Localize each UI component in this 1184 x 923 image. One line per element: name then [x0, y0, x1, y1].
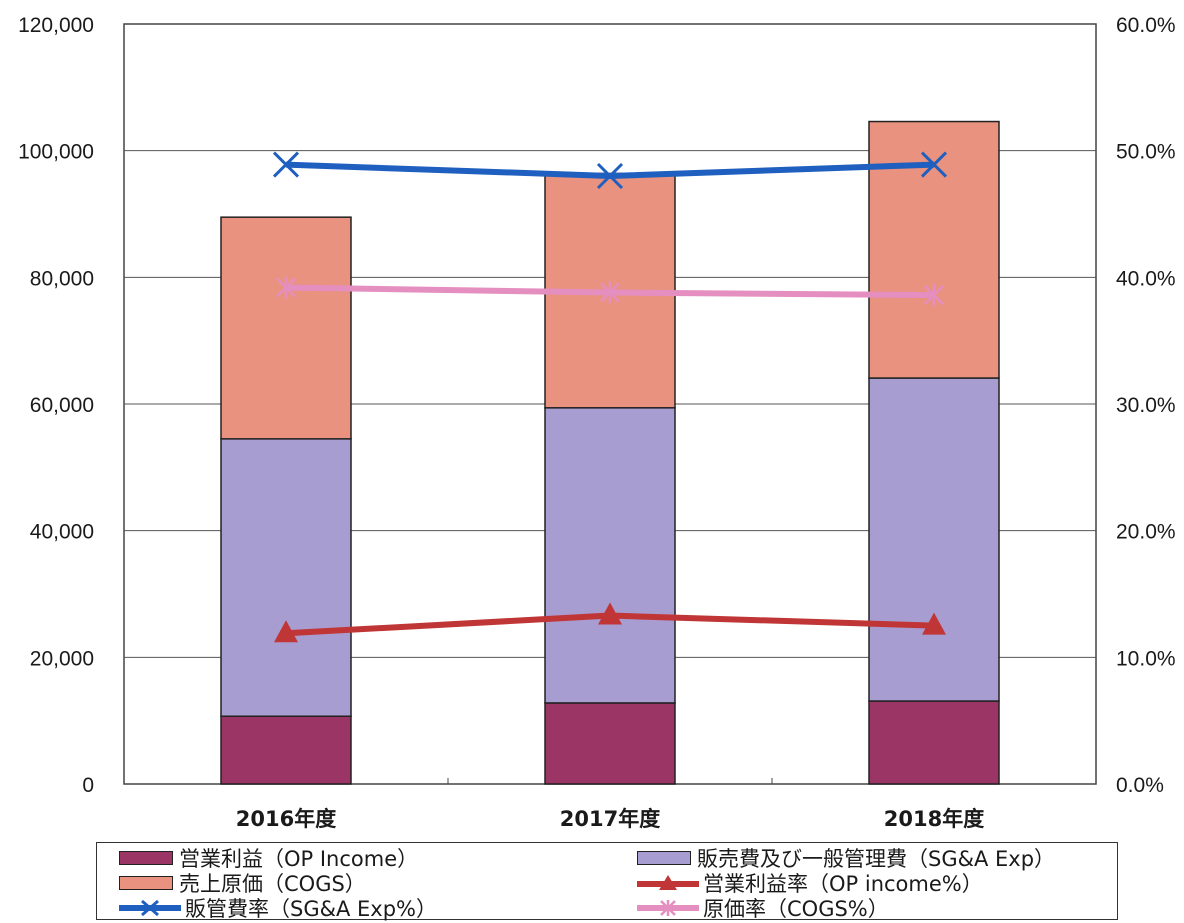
legend-label-sga: 販売費及び一般管理費（SG&A Exp）	[697, 847, 1056, 871]
legend: 営業利益（OP Income） 売上原価（COGS） 販管費率（SG&A Exp…	[96, 842, 1118, 921]
line-marker-0-0	[274, 620, 298, 643]
line-marker-1-1	[596, 162, 624, 190]
bar-segment-0-2	[868, 700, 1000, 785]
left-tick-label: 40,000	[30, 521, 94, 544]
line-marker-1-2	[920, 151, 948, 178]
bar-segment-1-0	[220, 438, 352, 717]
left-tick-label: 0	[82, 774, 94, 797]
left-tick-label: 60,000	[30, 394, 94, 417]
line-series-group	[272, 151, 948, 643]
left-tick-label: 80,000	[30, 267, 94, 290]
right-tick-label: 0.0%	[1116, 774, 1164, 797]
bar-segment-2-0	[220, 216, 352, 440]
bar-segment-0-1	[544, 702, 676, 785]
line-marker-2-0	[276, 276, 296, 299]
legend-item-cogs-rate: 原価率（COGS%）	[637, 895, 889, 921]
category-axis-labels: 2016年度 2017年度 2018年度	[236, 807, 984, 831]
category-label: 2016年度	[236, 807, 336, 831]
bar-segment-1-2	[868, 377, 1000, 702]
legend-label-cogs: 売上原価（COGS）	[179, 872, 366, 896]
line-marker-0-1	[598, 602, 622, 625]
legend-label-sga-rate: 販管費率（SG&A Exp%）	[185, 897, 437, 921]
left-axis-ticks: 0 20,000 40,000 60,000 80,000 100,000 120,000	[18, 14, 94, 797]
bar-series-group	[220, 120, 1000, 785]
legend-swatch-cogs	[119, 876, 173, 890]
legend-item-cogs: 売上原価（COGS）	[119, 870, 366, 896]
legend-swatch-sga-rate	[119, 899, 181, 917]
legend-item-sga: 販売費及び一般管理費（SG&A Exp）	[637, 845, 1055, 871]
legend-item-sga-rate: 販管費率（SG&A Exp%）	[119, 895, 437, 921]
right-tick-label: 60.0%	[1116, 14, 1176, 37]
left-tick-label: 20,000	[30, 647, 94, 670]
legend-swatch-op-income	[119, 851, 173, 865]
legend-label-op-income: 営業利益（OP Income）	[179, 847, 419, 871]
right-tick-label: 40.0%	[1116, 267, 1176, 290]
right-tick-label: 10.0%	[1116, 647, 1176, 670]
bar-segment-0-0	[220, 715, 352, 785]
category-label: 2017年度	[560, 807, 660, 831]
legend-swatch-op-rate	[637, 875, 699, 890]
legend-item-op-income: 営業利益（OP Income）	[119, 845, 418, 871]
line-marker-0-2	[922, 612, 946, 635]
left-tick-label: 100,000	[18, 141, 94, 164]
right-tick-label: 20.0%	[1116, 521, 1176, 544]
bar-segment-2-2	[868, 120, 1000, 379]
category-label: 2018年度	[884, 807, 984, 831]
legend-label-op-rate: 営業利益率（OP income%）	[703, 872, 983, 896]
combo-chart: 020,00040,00060,00080,000100,000120,000 …	[18, 14, 1176, 831]
legend-item-op-rate: 営業利益率（OP income%）	[637, 870, 983, 896]
legend-swatch-cogs-rate	[637, 900, 699, 916]
legend-swatch-sga	[637, 851, 691, 865]
right-axis-ticks: 0.0% 10.0% 20.0% 30.0% 40.0% 50.0% 60.0%	[1116, 14, 1176, 797]
left-tick-label: 120,000	[18, 14, 94, 37]
bar-segment-1-1	[544, 407, 676, 704]
line-marker-2-2	[924, 284, 944, 307]
right-tick-label: 30.0%	[1116, 394, 1176, 417]
legend-label-cogs-rate: 原価率（COGS%）	[703, 897, 889, 921]
right-tick-label: 50.0%	[1116, 141, 1176, 164]
line-marker-2-1	[600, 281, 620, 304]
line-marker-1-0	[272, 151, 300, 178]
